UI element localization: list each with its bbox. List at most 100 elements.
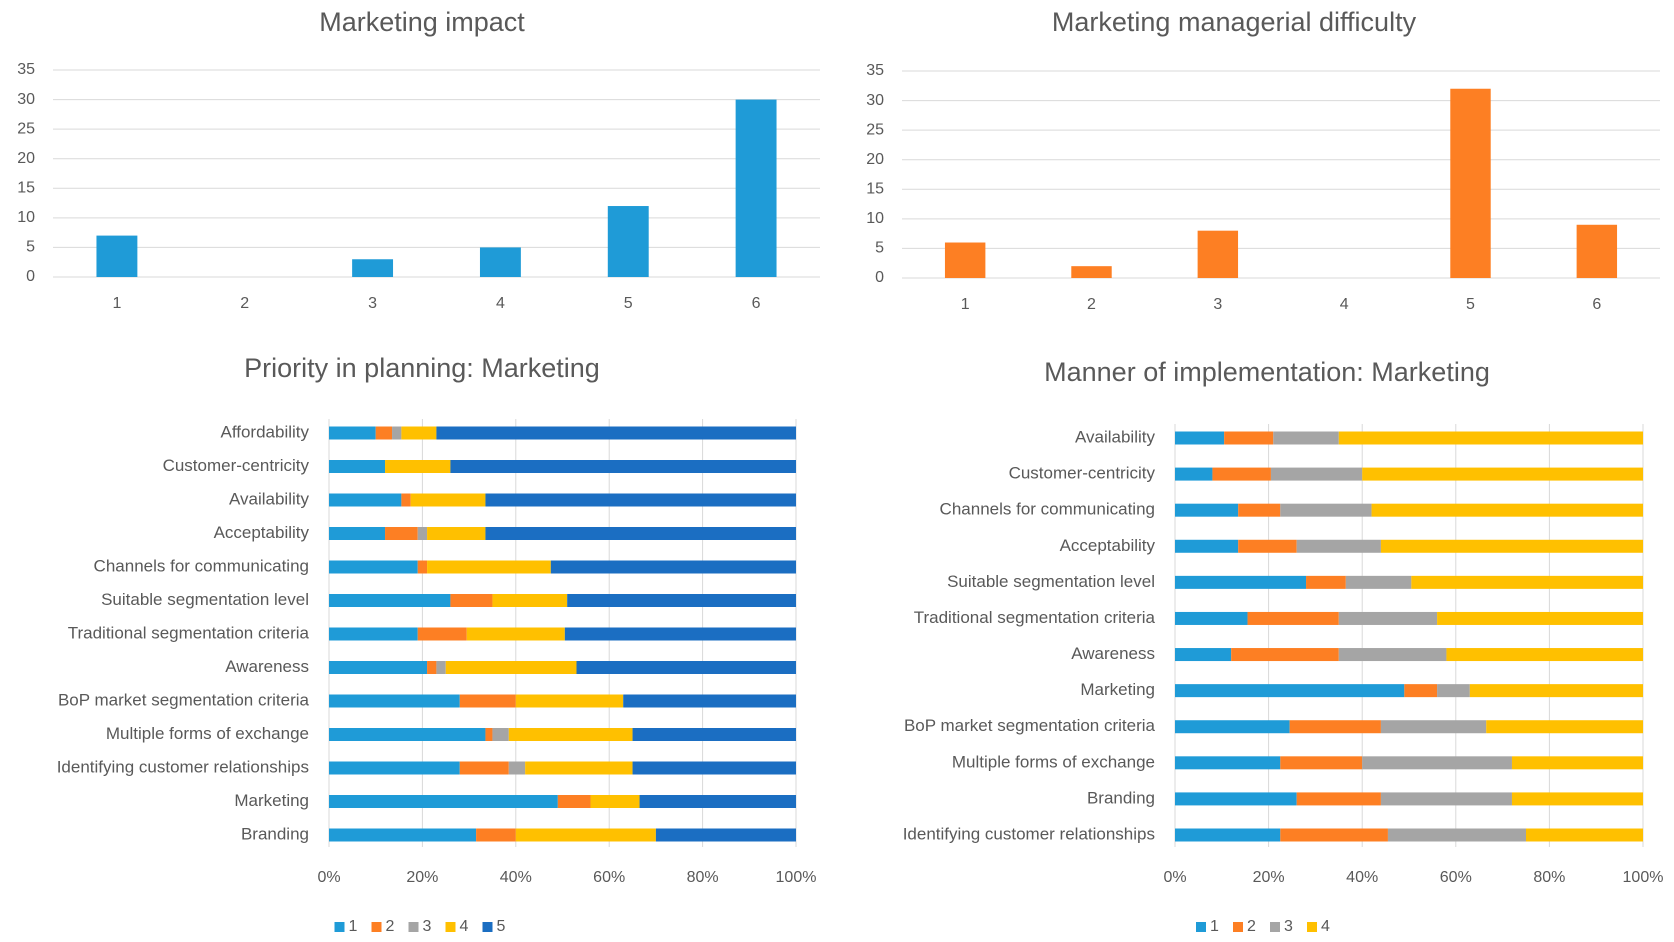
bar-segment <box>401 426 437 440</box>
y-tick-label: 15 <box>17 180 35 197</box>
category-label: Channels for communicating <box>940 500 1155 519</box>
bar-segment <box>436 661 446 674</box>
bar-segment <box>515 828 656 842</box>
bar-segment <box>329 493 402 507</box>
y-tick-label: 5 <box>875 240 884 257</box>
x-tick-label: 4 <box>496 295 505 312</box>
category-label: Channels for communicating <box>94 556 309 575</box>
x-tick-label: 5 <box>1466 296 1475 313</box>
legend-swatch <box>482 922 493 932</box>
category-label: Acceptability <box>1060 536 1156 555</box>
legend-swatch <box>1307 922 1317 932</box>
x-tick-label: 6 <box>752 295 761 312</box>
bar-segment <box>1526 828 1643 842</box>
bar-segment <box>567 594 796 607</box>
legend-label: 4 <box>460 918 469 935</box>
bar-segment <box>1280 503 1372 517</box>
bar-segment <box>1212 467 1271 481</box>
bar-segment <box>632 728 796 741</box>
bar-segment <box>492 728 509 741</box>
bar-segment <box>1380 720 1487 734</box>
bar-segment <box>1437 684 1470 698</box>
x-tick-label: 2 <box>240 295 249 312</box>
chart-title: Marketing impact <box>319 7 525 37</box>
bar-segment <box>329 560 418 574</box>
bar-segment <box>525 761 633 775</box>
bar-segment <box>375 426 393 440</box>
y-tick-label: 25 <box>866 121 884 138</box>
bar-segment <box>329 661 428 674</box>
bar-segment <box>515 694 624 708</box>
y-tick-label: 10 <box>17 209 35 226</box>
bar-segment <box>445 661 577 674</box>
y-tick-label: 0 <box>26 268 35 285</box>
category-label: Availability <box>229 489 310 508</box>
bar-segment <box>427 661 437 674</box>
bar-segment <box>1175 684 1405 698</box>
legend-swatch <box>1233 922 1243 932</box>
bar-segment <box>329 828 477 842</box>
bar-segment <box>1238 503 1281 517</box>
bar-segment <box>329 728 486 741</box>
category-label: Awareness <box>225 657 309 676</box>
x-tick-label: 100% <box>1623 869 1664 886</box>
y-tick-label: 30 <box>866 92 884 109</box>
x-tick-label: 80% <box>1533 869 1565 886</box>
bar <box>1576 224 1618 278</box>
bar-segment <box>1345 575 1412 589</box>
bar-segment <box>1175 611 1248 625</box>
bar-segment <box>417 627 467 641</box>
x-tick-label: 3 <box>1213 296 1222 313</box>
x-tick-label: 20% <box>1253 869 1285 886</box>
x-tick-label: 40% <box>1346 869 1378 886</box>
bar-segment <box>1175 503 1239 517</box>
bar-segment <box>1371 503 1643 517</box>
bar-segment <box>590 795 640 808</box>
bar-segment <box>1338 431 1643 445</box>
bar-segment <box>450 460 796 473</box>
y-tick-label: 15 <box>866 181 884 198</box>
legend-swatch <box>334 922 345 932</box>
bar-segment <box>1486 720 1643 734</box>
category-label: Marketing <box>234 791 309 810</box>
legend-label: 1 <box>349 918 358 935</box>
y-tick-label: 5 <box>26 239 35 256</box>
category-label: Suitable segmentation level <box>101 590 309 609</box>
bar-segment <box>1175 720 1290 734</box>
bar-segment <box>427 560 551 574</box>
bar <box>1197 230 1239 278</box>
category-label: Multiple forms of exchange <box>106 724 309 743</box>
bar-segment <box>1338 611 1438 625</box>
x-tick-label: 60% <box>593 869 625 886</box>
category-label: Availability <box>1075 427 1156 446</box>
bar <box>479 247 521 277</box>
bar <box>944 242 986 278</box>
category-label: Identifying customer relationships <box>57 757 309 776</box>
category-label: Identifying customer relationships <box>903 824 1155 843</box>
bar <box>735 99 777 277</box>
bar-segment <box>329 694 460 708</box>
bar-segment <box>1411 575 1643 589</box>
x-tick-label: 4 <box>1340 296 1349 313</box>
bar-segment <box>1280 756 1363 770</box>
legend-swatch <box>445 922 456 932</box>
bar-segment <box>392 426 402 440</box>
bar-segment <box>1238 539 1297 553</box>
bar-segment <box>1175 792 1297 806</box>
bar-segment <box>329 795 558 808</box>
x-tick-label: 0% <box>1163 869 1186 886</box>
category-label: Branding <box>241 824 309 843</box>
x-tick-label: 1 <box>961 296 970 313</box>
x-tick-label: 20% <box>406 869 438 886</box>
legend-label: 2 <box>386 918 395 935</box>
bar-segment <box>385 460 451 473</box>
bar-segment <box>1280 828 1388 842</box>
legend-label: 3 <box>1284 918 1293 935</box>
bar-segment <box>1437 611 1643 625</box>
y-tick-label: 35 <box>17 61 35 78</box>
bar-segment <box>655 828 796 842</box>
y-tick-label: 20 <box>866 151 884 168</box>
bar-segment <box>1270 467 1363 481</box>
x-tick-label: 100% <box>776 869 817 886</box>
